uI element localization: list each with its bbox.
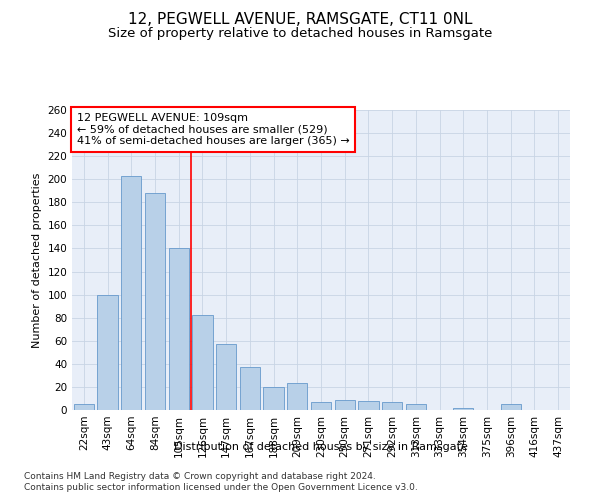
Bar <box>287 384 307 410</box>
Bar <box>358 401 379 410</box>
Text: Distribution of detached houses by size in Ramsgate: Distribution of detached houses by size … <box>174 442 468 452</box>
Text: Size of property relative to detached houses in Ramsgate: Size of property relative to detached ho… <box>108 28 492 40</box>
Bar <box>169 248 189 410</box>
Text: 12 PEGWELL AVENUE: 109sqm
← 59% of detached houses are smaller (529)
41% of semi: 12 PEGWELL AVENUE: 109sqm ← 59% of detac… <box>77 113 350 146</box>
Bar <box>216 344 236 410</box>
Bar <box>453 408 473 410</box>
Bar <box>145 193 165 410</box>
Bar <box>382 402 402 410</box>
Bar <box>263 387 284 410</box>
Bar <box>406 404 426 410</box>
Y-axis label: Number of detached properties: Number of detached properties <box>32 172 42 348</box>
Bar <box>311 402 331 410</box>
Bar <box>74 404 94 410</box>
Text: Contains public sector information licensed under the Open Government Licence v3: Contains public sector information licen… <box>24 484 418 492</box>
Bar <box>335 400 355 410</box>
Text: Contains HM Land Registry data © Crown copyright and database right 2024.: Contains HM Land Registry data © Crown c… <box>24 472 376 481</box>
Bar <box>97 294 118 410</box>
Bar <box>500 404 521 410</box>
Text: 12, PEGWELL AVENUE, RAMSGATE, CT11 0NL: 12, PEGWELL AVENUE, RAMSGATE, CT11 0NL <box>128 12 472 28</box>
Bar <box>240 368 260 410</box>
Bar <box>193 316 212 410</box>
Bar <box>121 176 142 410</box>
